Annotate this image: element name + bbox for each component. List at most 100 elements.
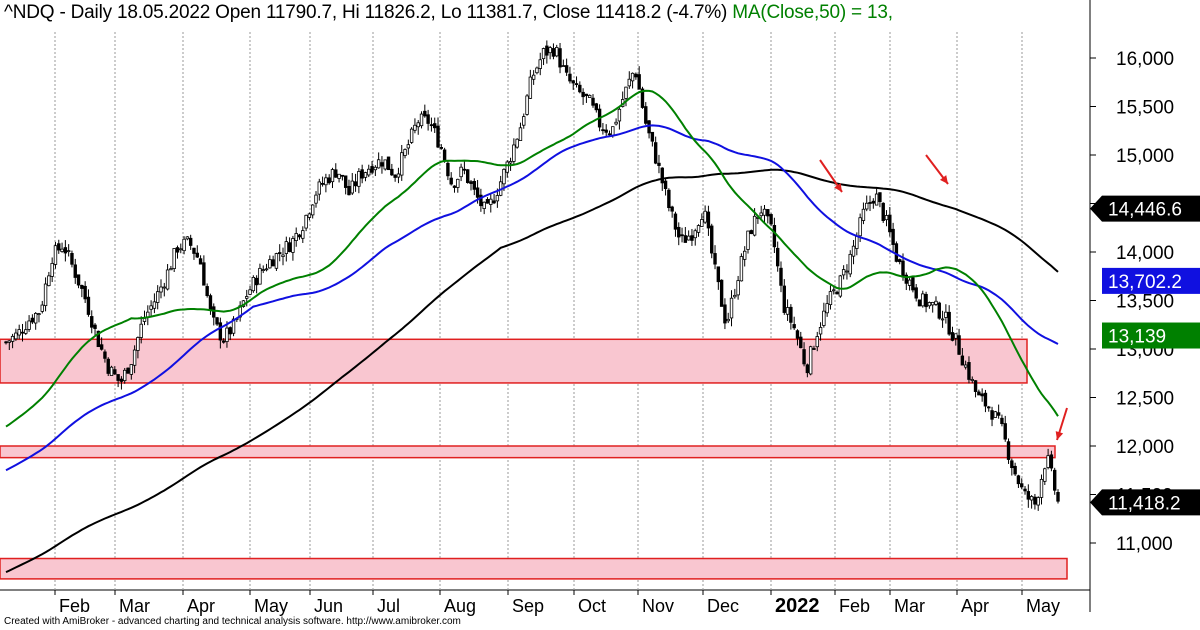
candle bbox=[449, 172, 453, 186]
candle bbox=[492, 193, 496, 205]
candle bbox=[304, 214, 308, 232]
candle bbox=[973, 380, 978, 398]
candle-body bbox=[924, 293, 928, 308]
candle-body bbox=[637, 74, 641, 90]
candle bbox=[27, 315, 31, 332]
close-label: Close bbox=[542, 2, 591, 23]
candle-body bbox=[591, 97, 595, 106]
candle bbox=[1029, 495, 1034, 509]
candle-body bbox=[400, 152, 404, 176]
candle-body bbox=[538, 59, 542, 69]
candle-body bbox=[825, 303, 829, 314]
candle-body bbox=[749, 230, 754, 235]
candle-body bbox=[360, 169, 364, 179]
candle-body bbox=[162, 286, 166, 289]
candle bbox=[726, 312, 730, 324]
interval: Daily bbox=[70, 2, 112, 23]
candle bbox=[977, 389, 981, 396]
candle bbox=[561, 59, 566, 68]
candle bbox=[874, 187, 879, 206]
candle-body bbox=[429, 124, 434, 127]
candle bbox=[20, 323, 25, 342]
candle-body bbox=[113, 369, 117, 375]
candle bbox=[363, 171, 368, 182]
candle-body bbox=[987, 406, 991, 409]
candle bbox=[24, 321, 28, 336]
candle bbox=[812, 345, 816, 350]
y-tick-label: 12,000 bbox=[1116, 437, 1174, 458]
candle-body bbox=[225, 327, 229, 342]
candle bbox=[63, 240, 68, 262]
candle-body bbox=[278, 252, 282, 255]
candle bbox=[139, 316, 143, 344]
candle-body bbox=[881, 202, 885, 221]
candle bbox=[996, 404, 1001, 419]
candle bbox=[287, 237, 292, 253]
candle-body bbox=[653, 142, 658, 164]
candle-body bbox=[888, 214, 892, 233]
candle bbox=[766, 209, 770, 224]
candle bbox=[462, 161, 467, 175]
candle bbox=[617, 106, 622, 130]
candle-body bbox=[957, 335, 961, 355]
candle-body bbox=[202, 262, 206, 286]
candle bbox=[33, 312, 38, 330]
candle-body bbox=[195, 252, 199, 258]
candle bbox=[393, 174, 397, 182]
annotation-arrowhead bbox=[1055, 431, 1064, 440]
x-tick-label: Feb bbox=[839, 596, 870, 616]
candle-body bbox=[396, 173, 401, 178]
candle-body bbox=[779, 267, 783, 286]
candle bbox=[947, 305, 951, 336]
candle bbox=[367, 164, 371, 178]
candle bbox=[746, 230, 750, 254]
candle-body bbox=[736, 280, 740, 296]
candle-body bbox=[1010, 460, 1014, 469]
candle bbox=[334, 163, 338, 178]
candle-body bbox=[327, 177, 331, 184]
candle bbox=[805, 363, 810, 378]
candle-body bbox=[436, 125, 440, 148]
candle-body bbox=[175, 247, 180, 253]
candle bbox=[845, 264, 849, 280]
candle bbox=[409, 127, 414, 144]
candle-body bbox=[188, 237, 193, 246]
candle-body bbox=[578, 84, 582, 93]
candle-body bbox=[743, 250, 747, 260]
candle-body bbox=[977, 391, 981, 396]
candle bbox=[1053, 467, 1057, 495]
candle bbox=[90, 310, 94, 334]
candle-body bbox=[855, 236, 859, 249]
candle bbox=[574, 76, 579, 88]
candle bbox=[251, 275, 256, 293]
candle bbox=[614, 118, 618, 126]
candle bbox=[703, 205, 707, 224]
candle-body bbox=[696, 225, 701, 233]
candle bbox=[967, 356, 971, 384]
last-price-tag-bg bbox=[1090, 489, 1200, 516]
candle bbox=[690, 228, 694, 246]
candle bbox=[930, 301, 935, 313]
candle-body bbox=[871, 200, 876, 204]
candle bbox=[545, 40, 549, 64]
candle-body bbox=[324, 177, 328, 186]
candle-body bbox=[251, 276, 256, 292]
candle bbox=[851, 239, 856, 265]
candle bbox=[307, 212, 312, 221]
candle-body bbox=[1039, 478, 1044, 498]
candle-body bbox=[858, 217, 862, 237]
candle bbox=[914, 284, 918, 302]
candle bbox=[518, 122, 523, 141]
candle-body bbox=[317, 181, 321, 195]
candle-body bbox=[291, 238, 295, 253]
candle-body bbox=[334, 169, 338, 178]
candle bbox=[93, 323, 97, 336]
candle bbox=[564, 58, 569, 76]
candle-body bbox=[769, 214, 773, 225]
candle-body bbox=[535, 67, 539, 74]
candle bbox=[218, 317, 223, 349]
candle-body bbox=[129, 364, 134, 375]
candle bbox=[987, 405, 991, 412]
candle-body bbox=[452, 185, 457, 188]
